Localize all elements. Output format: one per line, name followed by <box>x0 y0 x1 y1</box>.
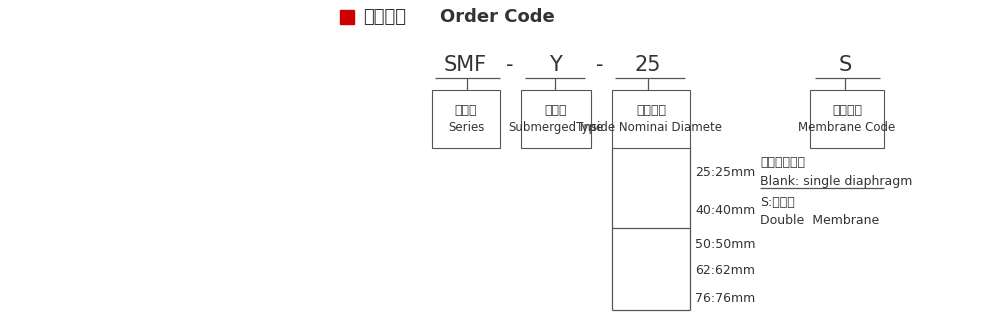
Bar <box>612 90 690 148</box>
Text: SMF: SMF <box>443 55 487 75</box>
Text: 系列号: 系列号 <box>455 104 478 117</box>
Text: 50:50mm: 50:50mm <box>695 237 755 250</box>
Text: 淹没式: 淹没式 <box>545 104 567 117</box>
Bar <box>432 90 500 148</box>
Text: Y: Y <box>549 55 562 75</box>
Text: 40:40mm: 40:40mm <box>695 203 755 216</box>
Text: 订货型号: 订货型号 <box>363 8 406 26</box>
Text: Membrane Code: Membrane Code <box>799 121 896 134</box>
Text: SubmergedType: SubmergedType <box>508 121 604 134</box>
Text: -: - <box>597 55 604 75</box>
Bar <box>521 90 591 148</box>
Text: S:双膜片: S:双膜片 <box>760 196 795 209</box>
Text: Order Code: Order Code <box>440 8 555 26</box>
Text: 空白：单膜片: 空白：单膜片 <box>760 156 805 168</box>
Text: Series: Series <box>448 121 485 134</box>
Text: Double  Membrane: Double Membrane <box>760 214 879 227</box>
Text: -: - <box>506 55 513 75</box>
Text: 25:25mm: 25:25mm <box>695 165 755 179</box>
Text: Inside Nominai Diamete: Inside Nominai Diamete <box>580 121 722 134</box>
Text: 25: 25 <box>635 55 661 75</box>
Bar <box>340 10 354 24</box>
Bar <box>810 90 884 148</box>
Text: Blank: single diaphragm: Blank: single diaphragm <box>760 175 913 187</box>
Text: S: S <box>838 55 851 75</box>
Text: 62:62mm: 62:62mm <box>695 264 755 277</box>
Text: 76:76mm: 76:76mm <box>695 291 755 304</box>
Text: 公称通径: 公称通径 <box>636 104 666 117</box>
Text: 膜片代号: 膜片代号 <box>832 104 862 117</box>
